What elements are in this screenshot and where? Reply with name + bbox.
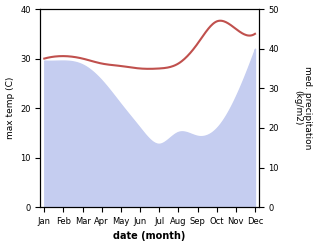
X-axis label: date (month): date (month) [114,231,186,242]
Y-axis label: max temp (C): max temp (C) [5,77,15,139]
Y-axis label: med. precipitation
(kg/m2): med. precipitation (kg/m2) [293,66,313,150]
